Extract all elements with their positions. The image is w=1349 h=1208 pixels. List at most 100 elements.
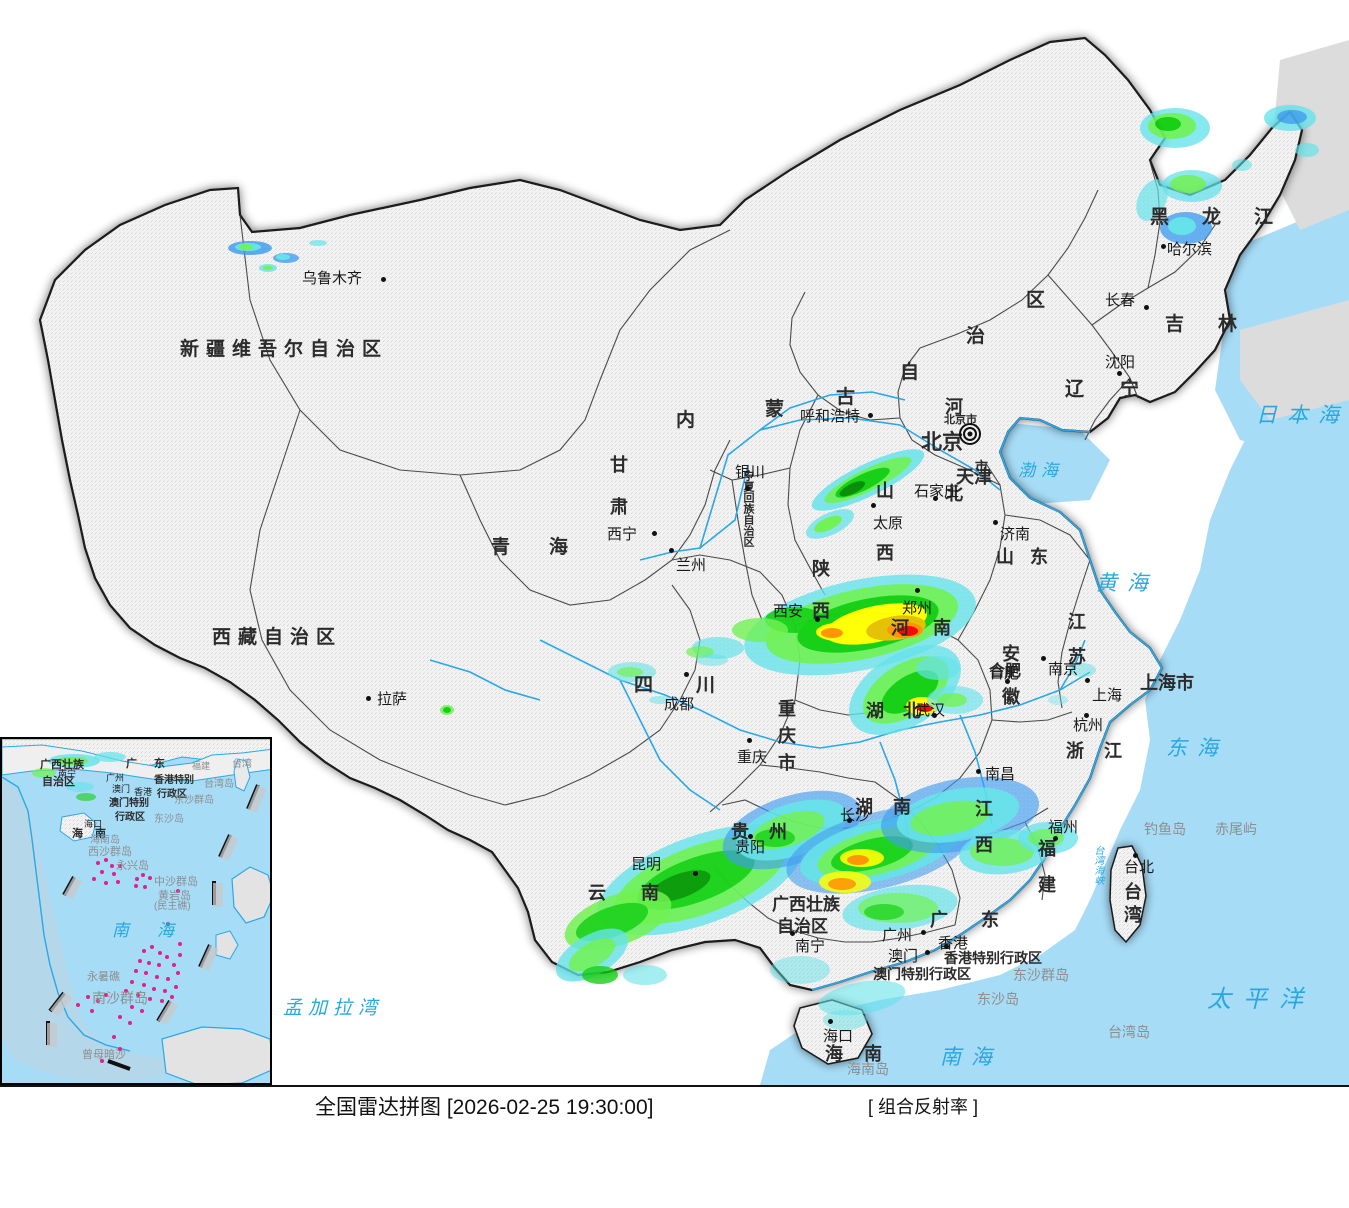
inset-graphic	[2, 739, 270, 1083]
map-label: 海	[825, 1044, 843, 1064]
city-dot-icon	[1085, 678, 1090, 683]
city-dot-icon	[747, 738, 752, 743]
city-dot-icon	[921, 930, 926, 935]
map-label: 川	[696, 675, 716, 696]
map-graphic	[38, 36, 1349, 1085]
map-label: 北京	[921, 431, 963, 454]
map-label: 西	[975, 835, 993, 855]
map-label: 澳门	[888, 948, 919, 965]
map-label: 香港	[938, 935, 969, 952]
map-label: 山	[876, 481, 894, 501]
map-label: 贵阳	[735, 839, 766, 856]
map-label: 钓鱼岛	[1144, 821, 1186, 837]
map-label: 哈尔滨	[1167, 241, 1213, 258]
map-label: 广州	[882, 927, 913, 944]
map-label: 黄海	[1096, 572, 1158, 595]
city-dot-icon	[871, 503, 876, 508]
city-dot-icon	[1144, 305, 1149, 310]
map-label: 台北	[1124, 859, 1155, 876]
south-china-sea-inset-map[interactable]: 广西壮族 自治区 南宁 广 东广州 香港特别 行政区 澳门 香港 澳门特别 行政区 福建 台湾 台湾岛 东沙…	[0, 737, 272, 1085]
map-label: 湖	[855, 797, 873, 817]
city-dot-icon	[684, 672, 689, 677]
map-label: 东沙岛	[977, 991, 1019, 1007]
city-dot-icon	[1041, 656, 1046, 661]
map-label: 州	[769, 822, 787, 842]
map-label: 广	[930, 910, 948, 930]
map-label: 南宁	[795, 938, 826, 955]
map-label: 吉	[1165, 314, 1185, 335]
inset-map-label: 台湾岛	[204, 779, 234, 790]
city-dot-icon	[1133, 853, 1138, 858]
map-label: 郑州	[902, 600, 933, 617]
map-label: 台湾岛	[1108, 1024, 1150, 1040]
map-label: 海	[549, 537, 569, 558]
capital-marker-icon	[959, 423, 981, 445]
map-label: 台	[1124, 882, 1142, 902]
map-label: 辽	[1065, 379, 1085, 400]
inset-map-label: 海南岛	[90, 835, 120, 846]
inset-map-label: 海	[72, 828, 83, 840]
map-label: 济南	[1000, 526, 1031, 543]
city-dot-icon	[1053, 836, 1058, 841]
map-label: 乌鲁木齐	[302, 270, 363, 287]
map-label: 上海市	[1140, 673, 1194, 693]
map-label: 武汉	[915, 702, 946, 719]
map-label: 建	[1038, 875, 1056, 895]
legend-footer: 全国雷达拼图 [2026-02-25 19:30:00] [ 组合反射率 ] d…	[0, 1085, 1349, 1208]
inset-map-label: 曾母暗沙	[82, 1049, 126, 1061]
map-label: 南京	[1048, 661, 1079, 678]
inset-map-label: 行政区	[157, 789, 187, 800]
map-label: 澳门特别行政区	[873, 966, 971, 982]
city-dot-icon	[868, 413, 873, 418]
map-label: 徽	[1002, 687, 1020, 707]
map-label: 龙	[1202, 207, 1222, 228]
city-dot-icon	[828, 1019, 833, 1024]
city-dot-icon	[748, 834, 753, 839]
map-label: 日本海	[1256, 404, 1349, 427]
inset-map-label: 澳门特别	[109, 798, 149, 809]
map-label: 兰州	[676, 557, 707, 574]
inset-map-label: 广西壮族	[40, 759, 84, 771]
city-dot-icon	[693, 871, 698, 876]
map-label: 市	[778, 753, 796, 773]
map-label: 区	[1026, 290, 1046, 311]
map-label: 安	[1002, 644, 1020, 664]
map-label: 山	[996, 547, 1014, 567]
legend-title: 全国雷达拼图 [2026-02-25 19:30:00]	[315, 1096, 654, 1119]
city-dot-icon	[669, 548, 674, 553]
map-label: 东海	[1166, 737, 1228, 760]
inset-map-label: 广	[126, 758, 137, 770]
city-dot-icon	[925, 950, 930, 955]
map-label: 杭州	[1073, 717, 1104, 734]
inset-map-label: 海口	[84, 819, 103, 829]
inset-map-label: 福建	[192, 761, 211, 771]
city-dot-icon	[790, 931, 795, 936]
map-label: 西藏自治区	[212, 627, 343, 648]
map-label: 黑	[1150, 207, 1170, 228]
inset-map-label: 香港	[134, 787, 153, 797]
map-label: 上海	[1092, 687, 1123, 704]
map-label: 福	[1038, 839, 1056, 859]
radar-map-canvas[interactable]: 新疆维吾尔自治区 西藏自治区青海甘肃内蒙古自治区宁夏回族自治区陕西山西河北北京 北京…	[0, 0, 1349, 1085]
inset-map-label: 东沙岛	[154, 814, 184, 825]
map-label: 林	[1218, 314, 1238, 335]
map-label: 江	[1254, 207, 1274, 228]
city-dot-icon	[815, 617, 820, 622]
map-label: 长沙	[840, 807, 871, 824]
city-dot-icon	[993, 520, 998, 525]
map-label: 西	[876, 543, 894, 563]
map-label: 北	[903, 701, 921, 721]
map-label: 南	[864, 1044, 882, 1064]
map-label: 重庆	[737, 749, 768, 766]
map-label: 庆	[778, 726, 796, 746]
city-dot-icon	[915, 588, 920, 593]
inset-map-label: 永暑礁	[87, 971, 120, 983]
map-label: 湖	[866, 701, 884, 721]
city-dot-icon	[944, 944, 949, 949]
map-label: 南昌	[985, 766, 1016, 783]
map-label: 江	[975, 799, 993, 819]
map-label: 肃	[610, 497, 628, 517]
map-label: 湾	[1124, 905, 1142, 925]
inset-map-label: 黄岩岛	[158, 890, 191, 902]
map-label: 河	[945, 397, 963, 417]
